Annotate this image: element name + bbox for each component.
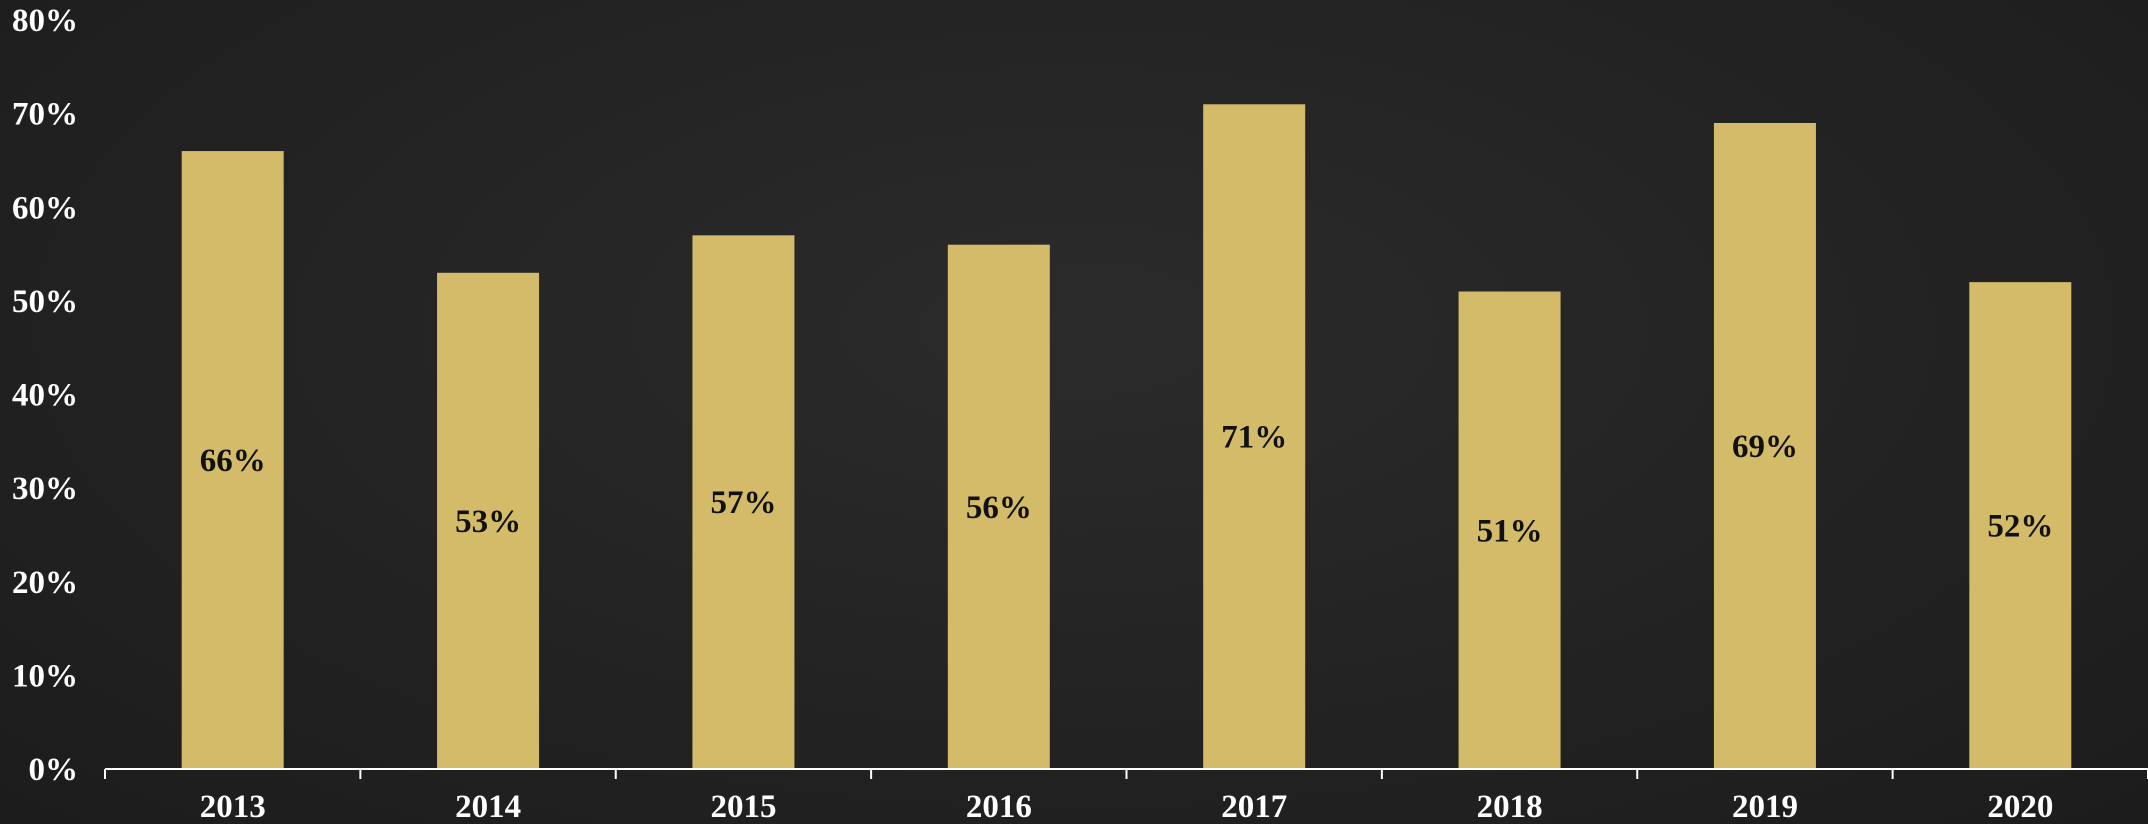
bar-2013: [181, 151, 284, 769]
bar-2014: [437, 272, 540, 769]
y-tick-label: 0%: [29, 752, 79, 788]
bar-2015: [692, 235, 795, 769]
x-tick-label: 2019: [1732, 789, 1798, 824]
y-tick-label: 30%: [12, 471, 78, 507]
x-tick-label: 2017: [1221, 789, 1287, 824]
data-label-2020: 52%: [1987, 509, 2053, 545]
x-tick-label: 2018: [1477, 789, 1543, 824]
data-label-2019: 69%: [1732, 429, 1798, 465]
y-tick-label: 70%: [12, 97, 78, 133]
bar-2020: [1969, 282, 2072, 769]
y-tick-label: 50%: [12, 284, 78, 320]
y-tick-label: 10%: [12, 658, 78, 694]
data-label-2014: 53%: [455, 504, 521, 540]
bar-2018: [1458, 291, 1561, 769]
bar-2017: [1203, 104, 1306, 769]
x-tick-label: 2014: [455, 789, 521, 824]
data-label-2018: 51%: [1477, 513, 1543, 549]
bar-2019: [1713, 122, 1816, 770]
x-tick-label: 2016: [966, 789, 1032, 824]
x-tick-label: 2020: [1987, 789, 2053, 824]
y-tick-label: 80%: [12, 3, 78, 39]
data-label-2017: 71%: [1221, 420, 1287, 456]
x-axis: 2013 2014 2015 2016 2017 2018 2019 2020: [104, 768, 2148, 824]
data-label-2013: 66%: [200, 443, 266, 479]
data-label-2015: 57%: [710, 485, 776, 521]
y-tick-label: 20%: [12, 565, 78, 601]
bars: 66% 53% 57% 56% 71% 51% 69% 52%: [181, 104, 2072, 770]
data-label-2016: 56%: [966, 490, 1032, 526]
y-tick-label: 60%: [12, 190, 78, 226]
bar-2016: [947, 244, 1050, 769]
x-tick-label: 2013: [200, 789, 266, 824]
y-tick-label: 40%: [12, 378, 78, 414]
x-tick-label: 2015: [710, 789, 776, 824]
y-axis: 0% 10% 20% 30% 40% 50% 60% 70% 80%: [12, 3, 78, 788]
